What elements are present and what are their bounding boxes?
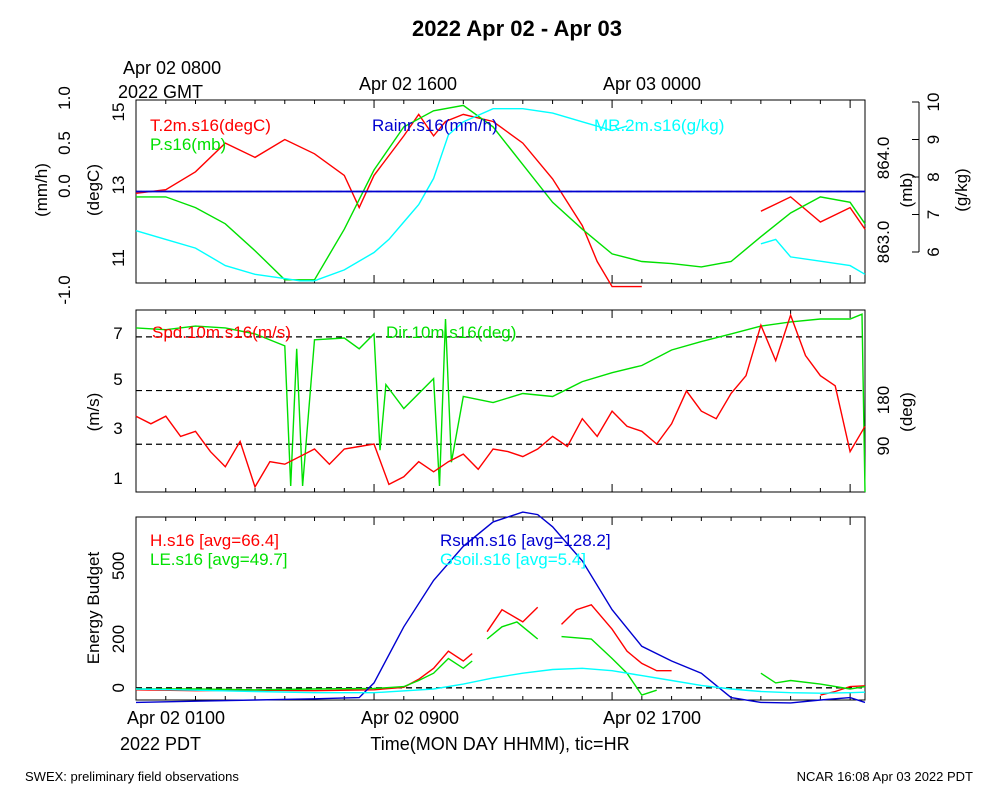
tick-label-temperature: 11 [109,249,128,267]
tick-label-speed: 3 [113,419,122,438]
tick-label-rain: -1.0 [55,275,74,304]
series-le-s16-seg4 [760,672,866,690]
bottom-axis-label-0900: Apr 02 0900 [361,708,459,728]
tick-label-speed: 1 [113,469,122,488]
tick-label-energy: 0 [109,683,128,692]
tick-label-energy: 500 [109,552,128,580]
top-axis-sublabel: 2022 GMT [118,82,203,102]
series-dir-10m-s16-deg [135,313,866,493]
tick-label-mixing-ratio: 9 [924,135,943,144]
panel-energy-budget: H.s16 [avg=66.4]LE.s16 [avg=49.7] Rsum.s1… [84,511,866,704]
tick-label-speed: 5 [113,370,122,389]
series-mr-2m-s16-g-kg-seg2 [760,238,866,275]
tick-label-direction: 180 [874,386,893,414]
series-rsum-s16-seg1 [135,511,866,704]
axis-title-direction: (deg) [897,392,916,432]
legend-mixing-ratio: MR.2m.s16(g/kg) [594,116,724,135]
series-le-s16-seg3 [561,635,657,696]
tick-label-mixing-ratio: 7 [924,210,943,219]
legend-pressure: P.s16(mb) [150,135,226,154]
tick-label-energy: 200 [109,625,128,653]
legend-soil-heat: Gsoil.s16 [avg=5.4] [440,550,586,569]
top-axis-label-1600: Apr 02 1600 [359,74,457,94]
legend-rainrate: Rainr.s16(mm/h) [372,116,498,135]
series-mr-2m-s16-g-kg [135,107,628,282]
series-le-s16-seg2 [486,621,539,640]
series-h-s16-seg2 [486,606,539,633]
series-t-2m-s16-degc-seg2 [760,196,866,230]
bottom-axis-sublabel: 2022 PDT [120,734,201,754]
series-h-s16-seg1 [135,650,473,692]
tick-label-temperature: 13 [109,176,128,195]
axis-title-mixing-ratio: (g/kg) [952,168,971,211]
tick-label-temperature: 15 [109,103,128,122]
figure-title: 2022 Apr 02 - Apr 03 [412,16,622,41]
axis-title-rain: (mm/h) [32,163,51,217]
axis-title-pressure: (mb) [897,173,916,208]
footer-left: SWEX: preliminary field observations [25,769,239,784]
footer-right: NCAR 16:08 Apr 03 2022 PDT [797,769,973,784]
top-axis-label-0800: Apr 02 0800 [123,58,221,78]
x-axis-title: Time(MON DAY HHMM), tic=HR [370,734,629,754]
legend-latent-heat: LE.s16 [avg=49.7] [150,550,288,569]
panel-meteorology: T.2m.s16(degC)P.s16(mb) Rainr.s16(mm/h) MR… [32,86,971,304]
tick-label-direction: 90 [874,437,893,456]
series-le-s16-seg1 [136,657,473,691]
tick-label-rain: 1.0 [55,86,74,110]
legend-temperature: T.2m.s16(degC) [150,116,271,135]
axis-title-speed: (m/s) [84,393,103,432]
bottom-axis-label-1700: Apr 02 1700 [603,708,701,728]
bottom-axis-label-0100: Apr 02 0100 [127,708,225,728]
tick-label-mixing-ratio: 8 [924,172,943,181]
tick-label-pressure: 863.0 [874,221,893,264]
panel-frame-energy [135,516,866,701]
series-gsoil-s16-seg1 [135,667,866,694]
tick-label-rain: 0.5 [55,131,74,155]
legend-direction: Dir.10m.s16(deg) [386,323,516,342]
tick-label-speed: 7 [113,324,122,343]
series-t-2m-s16-degc [135,113,642,288]
top-axis-label-0000: Apr 03 0000 [603,74,701,94]
panel-wind: Spd.10m.s16(m/s) Dir.10m.s16(deg) 1 3 5 7 (m/s… [84,309,916,493]
legend-sensible-heat: H.s16 [avg=66.4] [150,531,279,550]
tick-label-mixing-ratio: 10 [924,93,943,112]
axis-title-temperature: (degC) [84,164,103,216]
tick-label-rain: 0.0 [55,174,74,198]
series-spd-10m-s16-m-s [135,312,866,489]
axis-title-energy: Energy Budget [84,551,103,664]
legend-net-radiation: Rsum.s16 [avg=128.2] [440,531,611,550]
tick-label-pressure: 864.0 [874,137,893,180]
series-h-s16-seg3 [561,603,672,672]
tick-label-mixing-ratio: 6 [924,247,943,256]
series-p-s16-mb [136,104,866,281]
legend-speed: Spd.10m.s16(m/s) [152,323,291,342]
panel-frame-wind [135,309,866,493]
